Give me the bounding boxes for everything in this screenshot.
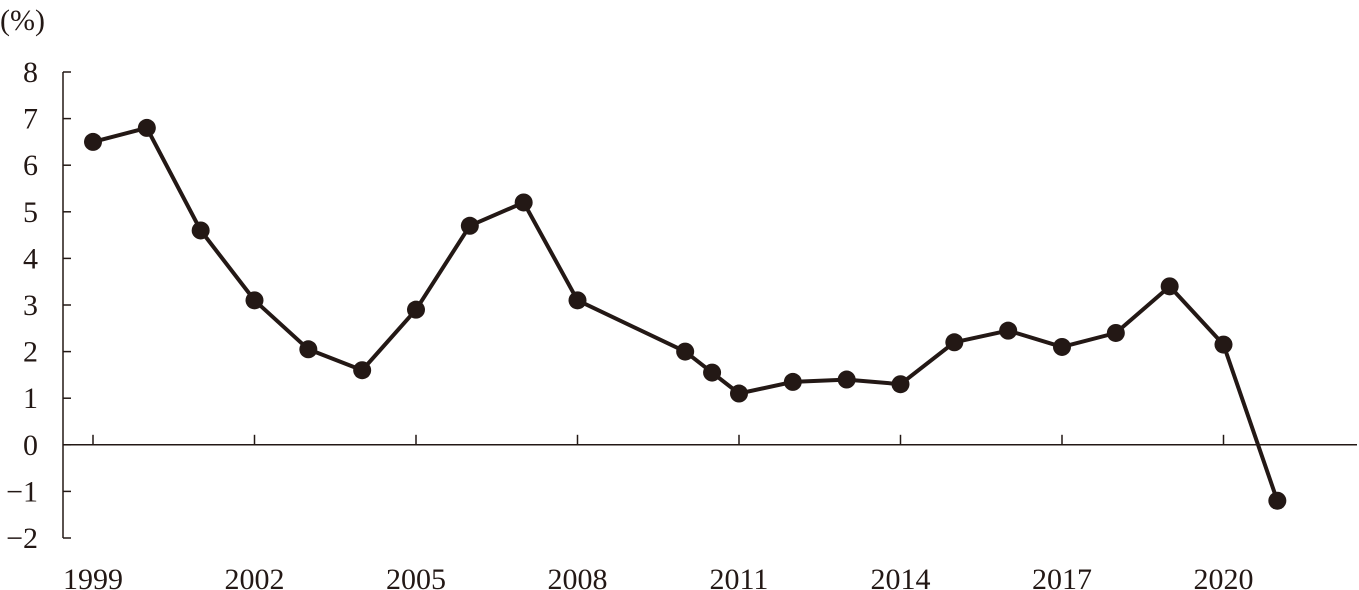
x-tick-label: 2011 bbox=[710, 563, 769, 590]
y-tick-label: 8 bbox=[23, 56, 38, 89]
data-point bbox=[730, 384, 748, 403]
data-point bbox=[514, 193, 533, 212]
data-point bbox=[676, 342, 695, 361]
data-point bbox=[460, 216, 479, 235]
y-tick-label: 6 bbox=[23, 149, 38, 182]
y-tick-label: 5 bbox=[23, 196, 38, 229]
x-tick-label: 2008 bbox=[548, 563, 608, 590]
data-point bbox=[353, 361, 372, 380]
y-tick-label: 0 bbox=[23, 429, 38, 462]
data-point bbox=[84, 132, 102, 151]
x-tick-label: 2017 bbox=[1032, 563, 1092, 590]
data-point bbox=[137, 118, 156, 137]
data-point bbox=[891, 375, 910, 394]
data-point bbox=[783, 372, 802, 391]
x-axis-ticks: 1999 2002 2005 2008 2011 2014 2017 2020 bbox=[63, 434, 1254, 590]
series-group bbox=[84, 118, 1287, 510]
y-unit-label: (%) bbox=[0, 4, 45, 37]
x-tick-label: 2020 bbox=[1194, 563, 1254, 590]
data-point bbox=[568, 291, 587, 310]
x-tick-label: 2002 bbox=[225, 563, 285, 590]
data-point bbox=[1268, 491, 1287, 510]
y-tick-label: 2 bbox=[23, 336, 38, 369]
y-tick-label: −2 bbox=[6, 522, 38, 555]
y-tick-label: −1 bbox=[6, 475, 38, 508]
y-tick-label: 3 bbox=[23, 289, 38, 322]
data-point bbox=[191, 221, 210, 240]
data-point bbox=[245, 291, 264, 310]
y-tick-label: 4 bbox=[23, 242, 38, 275]
data-point bbox=[1053, 337, 1071, 356]
data-point bbox=[999, 321, 1018, 340]
data-point bbox=[703, 363, 722, 382]
y-axis-ticks: 8 7 6 5 4 3 2 1 0 −1 −2 bbox=[6, 56, 71, 555]
x-tick-label: 1999 bbox=[63, 563, 123, 590]
data-point bbox=[1106, 323, 1125, 342]
data-point bbox=[407, 300, 425, 319]
x-tick-label: 2014 bbox=[871, 563, 931, 590]
data-point bbox=[1160, 277, 1179, 296]
y-tick-label: 1 bbox=[23, 382, 38, 415]
data-point bbox=[837, 370, 856, 389]
data-point bbox=[299, 340, 318, 359]
data-point bbox=[1214, 335, 1233, 354]
x-tick-label: 2005 bbox=[386, 563, 446, 590]
y-tick-label: 7 bbox=[23, 103, 38, 136]
data-point bbox=[945, 333, 964, 352]
